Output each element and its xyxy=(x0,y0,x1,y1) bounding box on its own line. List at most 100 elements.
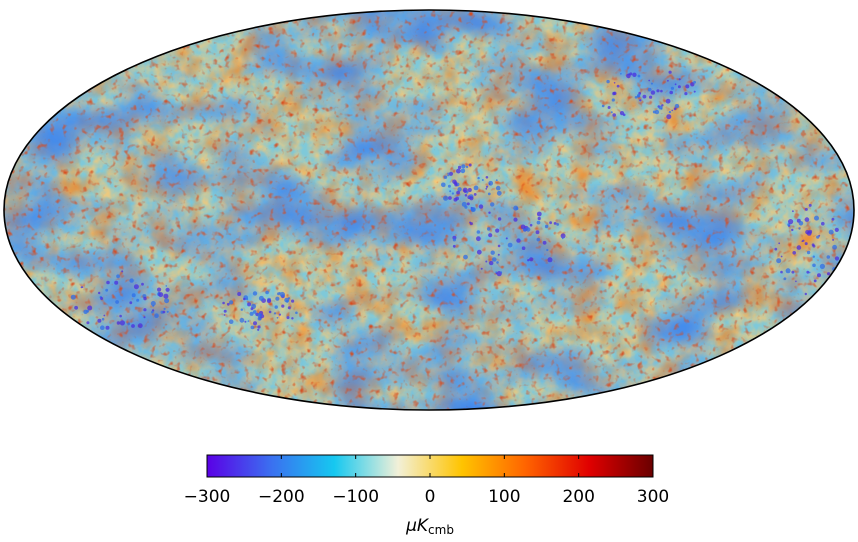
cold-speck xyxy=(291,299,295,303)
cold-speck xyxy=(486,227,491,231)
cold-speck xyxy=(129,301,133,305)
cold-speck xyxy=(258,295,264,301)
cold-speck xyxy=(488,233,493,238)
cold-speck xyxy=(816,235,820,239)
cold-speck xyxy=(116,274,120,279)
cold-speck xyxy=(674,83,677,86)
cold-speck xyxy=(673,107,677,111)
cold-speck xyxy=(788,219,794,225)
cold-speck xyxy=(265,290,269,295)
cold-speck xyxy=(448,196,452,200)
cold-speck xyxy=(495,179,498,182)
cold-speck xyxy=(105,325,110,330)
cold-speck xyxy=(244,320,247,323)
cold-speck xyxy=(649,95,653,99)
cold-speck xyxy=(291,317,294,320)
cold-speck xyxy=(460,168,466,174)
cold-speck xyxy=(821,221,825,226)
cold-speck xyxy=(677,85,681,89)
cold-speck xyxy=(281,304,285,308)
cold-speck xyxy=(495,271,498,273)
cold-speck xyxy=(650,82,653,85)
cold-speck xyxy=(806,250,811,255)
cold-speck xyxy=(464,194,468,197)
cold-speck xyxy=(162,310,166,314)
cold-speck xyxy=(527,259,530,262)
cold-speck xyxy=(490,250,495,255)
cold-speck xyxy=(785,268,791,274)
cold-speck xyxy=(284,297,290,303)
cold-speck xyxy=(693,80,696,84)
cold-speck xyxy=(476,230,481,234)
cold-speck xyxy=(443,195,449,201)
cold-speck xyxy=(247,302,252,307)
cold-speck xyxy=(481,179,484,181)
cold-speck xyxy=(529,223,533,227)
cold-speck xyxy=(610,111,613,114)
cold-speck xyxy=(560,233,566,239)
cold-speck xyxy=(546,248,549,252)
cold-speck xyxy=(164,298,170,304)
cold-speck xyxy=(165,285,168,287)
cold-speck xyxy=(257,328,260,331)
cold-speck xyxy=(452,244,456,248)
cold-speck xyxy=(495,228,500,233)
cold-speck xyxy=(457,165,462,170)
cold-speck xyxy=(796,245,802,250)
cold-speck xyxy=(804,217,810,222)
cold-speck xyxy=(468,163,472,167)
cold-speck xyxy=(247,320,250,322)
cold-speck xyxy=(286,316,290,320)
cold-speck xyxy=(812,255,815,258)
cold-speck xyxy=(802,239,805,242)
cold-speck xyxy=(834,227,839,232)
cold-speck xyxy=(464,205,468,209)
cold-speck xyxy=(658,105,663,110)
cold-speck xyxy=(808,203,812,207)
cold-speck xyxy=(648,79,651,82)
map-hot-speck-layer xyxy=(4,10,854,410)
cold-speck xyxy=(447,172,449,175)
cold-speck xyxy=(473,185,479,191)
cold-speck xyxy=(828,229,834,235)
cold-speck xyxy=(656,89,660,93)
cold-speck xyxy=(834,256,840,261)
cold-speck xyxy=(620,73,622,75)
cold-speck xyxy=(477,176,480,180)
cold-speck xyxy=(228,319,234,325)
cold-speck xyxy=(798,227,801,230)
cold-speck xyxy=(252,310,257,314)
cold-speck xyxy=(488,180,494,186)
cold-speck xyxy=(667,79,669,82)
cold-speck xyxy=(115,300,119,304)
cold-speck xyxy=(127,322,131,326)
cold-speck xyxy=(536,211,542,217)
cold-speck xyxy=(496,261,499,264)
cold-speck xyxy=(826,255,831,259)
cold-speck xyxy=(276,316,279,319)
cold-speck xyxy=(237,292,242,296)
sky-map xyxy=(3,9,855,411)
cold-speck xyxy=(74,305,78,310)
colorbar-tick-label: −300 xyxy=(184,487,231,507)
cold-speck xyxy=(804,242,808,246)
cold-speck xyxy=(693,90,696,93)
cold-speck xyxy=(101,317,105,321)
cold-speck xyxy=(819,263,826,269)
mollweide-map-svg xyxy=(3,9,855,411)
cold-speck xyxy=(476,236,481,242)
cold-speck xyxy=(507,242,513,248)
cold-speck xyxy=(103,314,106,317)
cold-speck xyxy=(668,110,672,114)
colorbar-tick-label: 300 xyxy=(637,487,669,507)
cold-speck xyxy=(473,193,477,196)
cold-speck xyxy=(804,207,808,211)
cold-speck xyxy=(141,282,144,286)
cold-speck xyxy=(152,304,155,307)
cold-speck xyxy=(478,204,484,209)
cold-speck xyxy=(497,217,502,221)
cold-speck xyxy=(774,247,778,251)
cold-speck xyxy=(487,192,491,196)
cold-speck xyxy=(678,78,681,81)
cold-speck xyxy=(485,185,489,188)
